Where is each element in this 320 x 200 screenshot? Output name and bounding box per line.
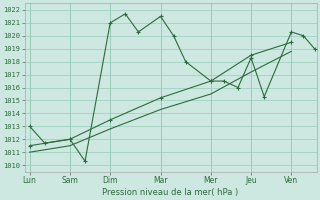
X-axis label: Pression niveau de la mer( hPa ): Pression niveau de la mer( hPa ) [102, 188, 239, 197]
